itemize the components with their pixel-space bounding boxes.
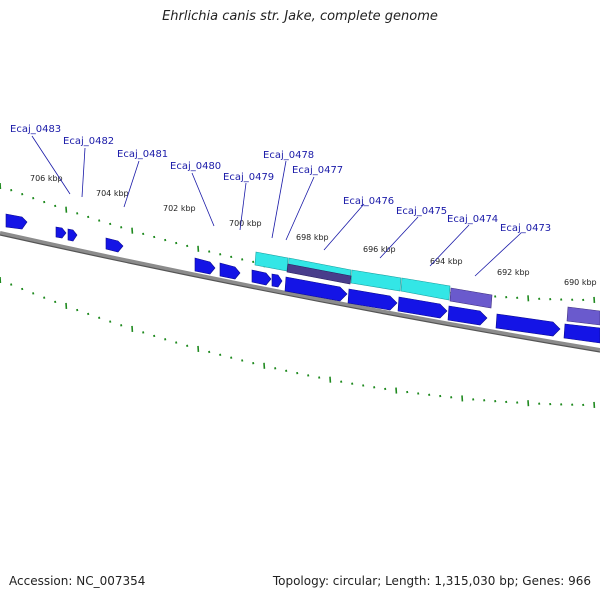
gene-feature[interactable] bbox=[105, 237, 124, 253]
ruler-label-696: 696 kbp bbox=[363, 245, 396, 254]
accession-text: Accession: NC_007354 bbox=[9, 574, 146, 588]
gene-feature[interactable] bbox=[67, 228, 78, 242]
gene-feature[interactable] bbox=[194, 257, 216, 275]
ruler-label-694: 694 kbp bbox=[430, 257, 463, 266]
gene-label-ecaj-0477[interactable]: Ecaj_0477 bbox=[292, 165, 343, 176]
gene-track-outer bbox=[5, 213, 600, 326]
callout-line bbox=[271, 160, 287, 239]
genome-summary-text: Topology: circular; Length: 1,315,030 bp… bbox=[272, 574, 591, 588]
callout-line bbox=[31, 135, 71, 195]
ruler-label-700: 700 kbp bbox=[229, 219, 262, 228]
gene-feature[interactable] bbox=[55, 226, 67, 239]
gene-label-ecaj-0478[interactable]: Ecaj_0478 bbox=[263, 150, 314, 161]
callout-line bbox=[429, 224, 470, 267]
gene-highlight[interactable] bbox=[254, 251, 289, 272]
gene-track-inner bbox=[251, 269, 600, 344]
callout-line bbox=[285, 176, 315, 241]
gene-label-ecaj-0480[interactable]: Ecaj_0480 bbox=[170, 161, 221, 172]
gene-feature[interactable] bbox=[219, 262, 241, 280]
ruler-label-692: 692 kbp bbox=[497, 268, 530, 277]
gene-feature[interactable] bbox=[5, 213, 28, 230]
gene-feature[interactable] bbox=[495, 313, 561, 337]
gene-feature[interactable] bbox=[284, 276, 348, 302]
gene-feature[interactable] bbox=[251, 269, 272, 286]
gene-label-ecaj-0481[interactable]: Ecaj_0481 bbox=[117, 149, 168, 160]
gene-highlight[interactable] bbox=[400, 277, 451, 301]
gene-feature[interactable] bbox=[271, 273, 283, 288]
callout-line bbox=[379, 216, 419, 259]
callout-line bbox=[323, 203, 365, 251]
callout-line bbox=[474, 232, 522, 277]
gene-label-ecaj-0474[interactable]: Ecaj_0474 bbox=[447, 214, 498, 225]
gene-feature[interactable] bbox=[563, 323, 600, 344]
gene-highlight[interactable] bbox=[350, 269, 402, 292]
genome-backbone-shadow bbox=[0, 234, 600, 353]
ruler-labels: 706 kbp 704 kbp 702 kbp 700 kbp 698 kbp … bbox=[30, 174, 597, 287]
gene-feature[interactable] bbox=[397, 296, 448, 319]
gene-feature[interactable] bbox=[447, 305, 488, 326]
map-title: Ehrlichia canis str. Jake, complete geno… bbox=[162, 9, 438, 24]
gene-purple[interactable] bbox=[566, 306, 600, 326]
gene-purple[interactable] bbox=[286, 263, 352, 285]
callout-line bbox=[239, 182, 247, 231]
ruler-label-704: 704 kbp bbox=[96, 189, 129, 198]
gene-label-ecaj-0483[interactable]: Ecaj_0483 bbox=[10, 124, 61, 135]
gene-label-ecaj-0476[interactable]: Ecaj_0476 bbox=[343, 196, 394, 207]
gene-label-ecaj-0475[interactable]: Ecaj_0475 bbox=[396, 206, 447, 217]
inner-tick-ring bbox=[0, 276, 596, 409]
gene-labels: Ecaj_0483 Ecaj_0482 Ecaj_0481 Ecaj_0480 … bbox=[10, 124, 551, 234]
gene-callouts bbox=[31, 135, 522, 277]
genome-backbone bbox=[0, 231, 600, 352]
gene-feature[interactable] bbox=[347, 288, 398, 311]
ruler-label-706: 706 kbp bbox=[30, 174, 63, 183]
gene-purple[interactable] bbox=[449, 287, 493, 309]
callout-line bbox=[191, 172, 215, 227]
gene-label-ecaj-0479[interactable]: Ecaj_0479 bbox=[223, 172, 274, 183]
ruler-label-690: 690 kbp bbox=[564, 278, 597, 287]
gene-label-ecaj-0473[interactable]: Ecaj_0473 bbox=[500, 223, 551, 234]
ruler-label-702: 702 kbp bbox=[163, 204, 196, 213]
ruler-label-698: 698 kbp bbox=[296, 233, 329, 242]
callout-line bbox=[123, 160, 140, 208]
callout-line bbox=[81, 147, 86, 198]
gene-label-ecaj-0482[interactable]: Ecaj_0482 bbox=[63, 136, 114, 147]
